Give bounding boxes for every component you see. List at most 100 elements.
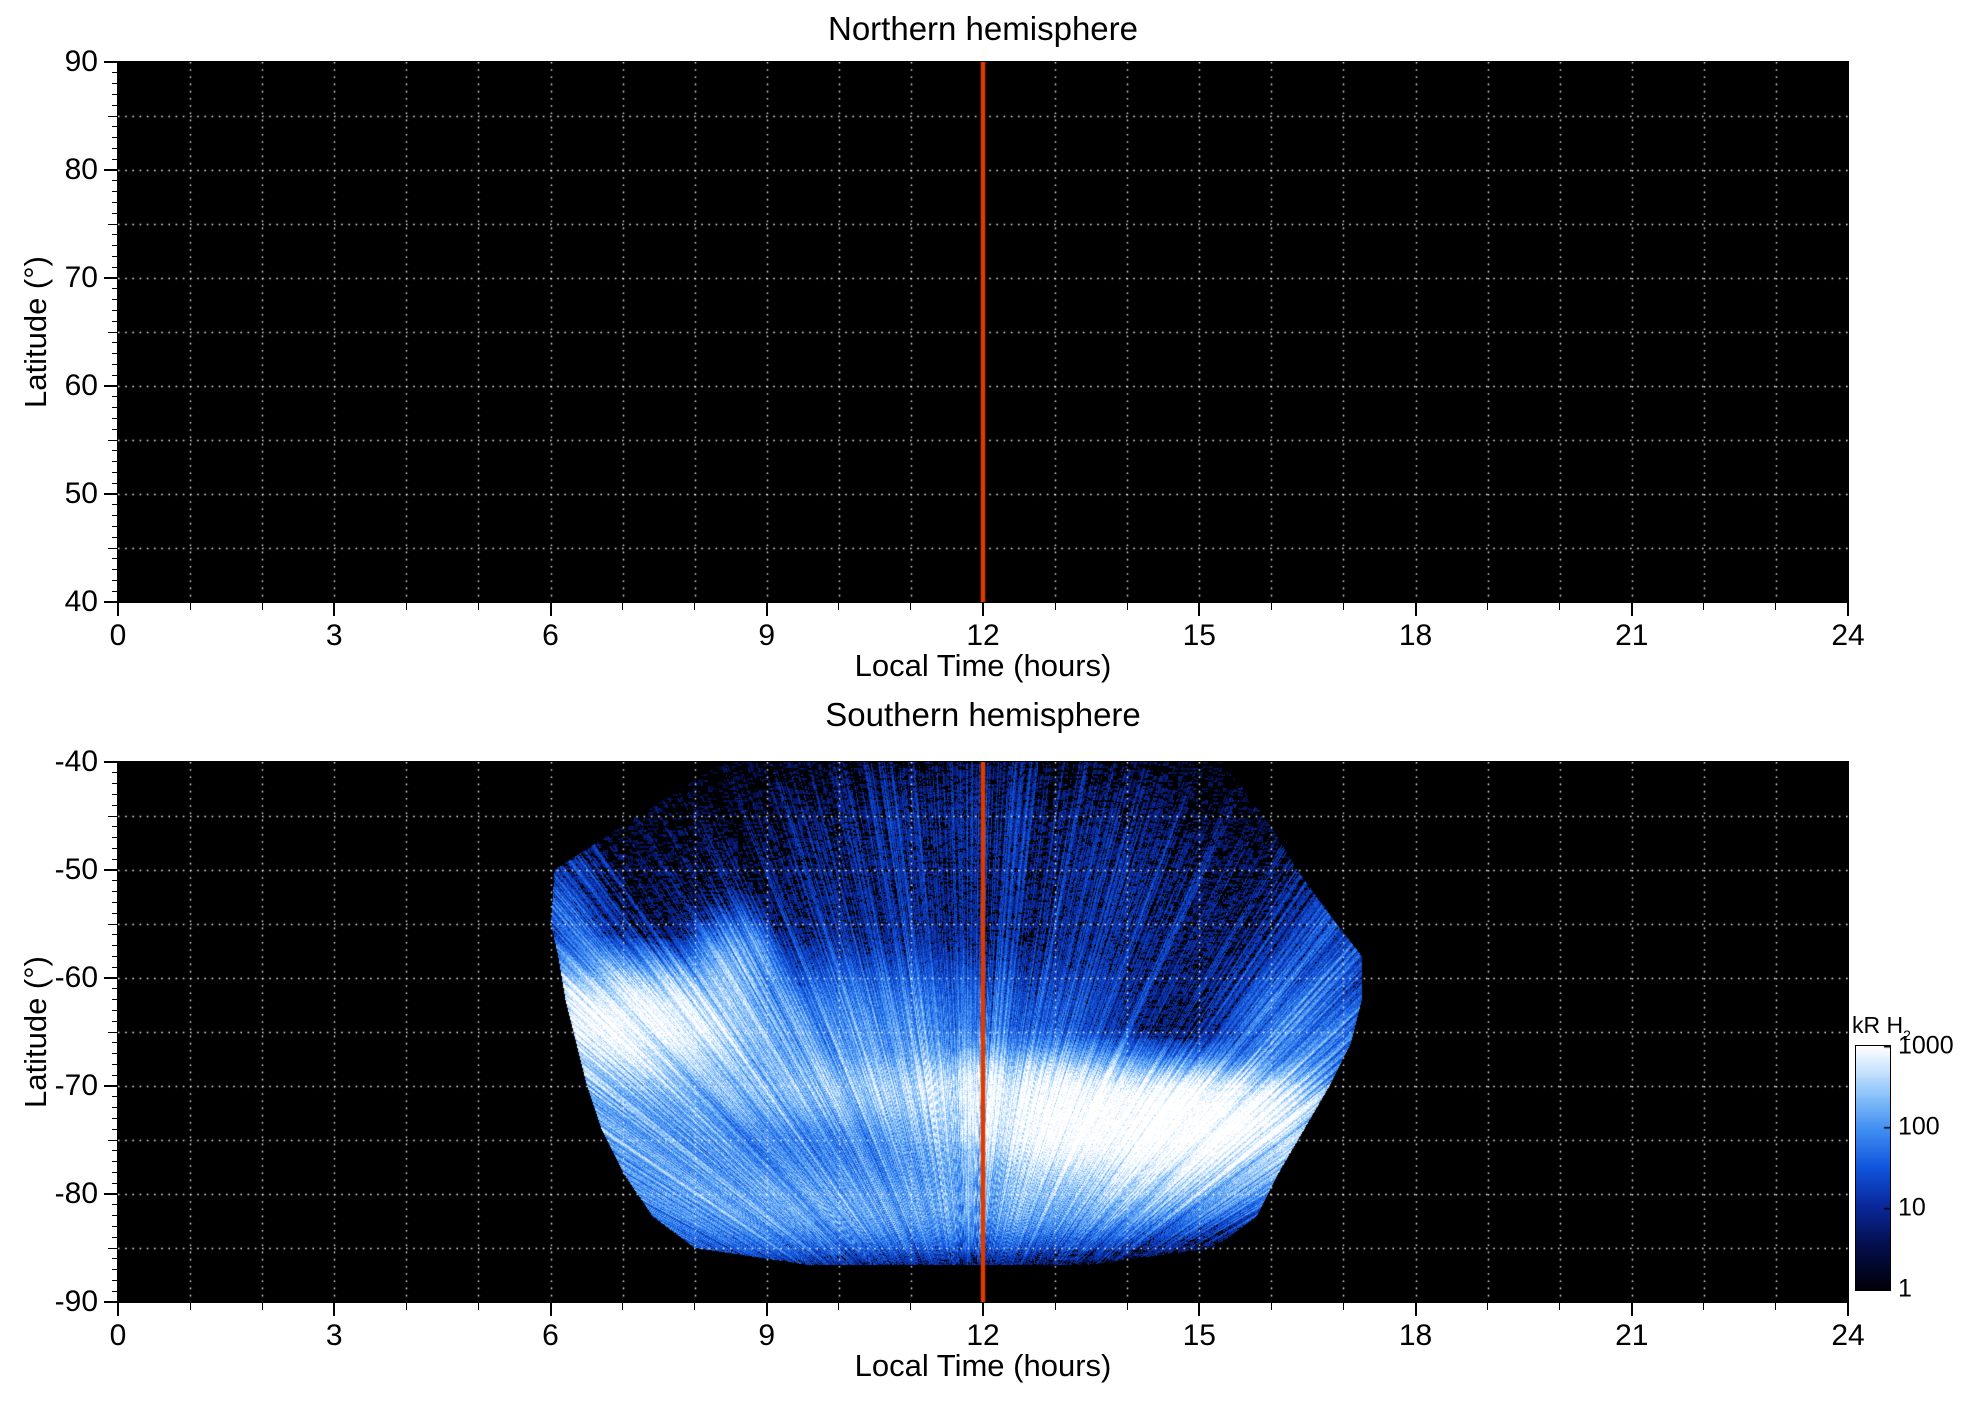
- north-plot-area: [117, 61, 1849, 603]
- x-tick-label: 24: [1831, 1319, 1865, 1352]
- x-major-tick: [1198, 603, 1201, 616]
- x-minor-tick: [622, 603, 624, 610]
- y-major-tick: [104, 977, 117, 979]
- x-tick-label: 15: [1182, 1319, 1216, 1352]
- x-tick-label: 0: [109, 619, 127, 652]
- north-y-axis-label: Latitude (°): [18, 256, 53, 408]
- y-major-tick: [104, 1085, 117, 1087]
- x-minor-tick: [1703, 1303, 1705, 1310]
- x-tick-label: 24: [1831, 619, 1865, 652]
- north-x-axis-label: Local Time (hours): [854, 648, 1112, 683]
- x-minor-tick: [910, 603, 912, 610]
- y-major-tick: [104, 169, 117, 171]
- north-heatmap-canvas: [118, 62, 1848, 602]
- y-tick-label: 80: [64, 153, 98, 186]
- y-minor-tick: [108, 1139, 117, 1141]
- colorbar-tick-label: 100: [1898, 1112, 1940, 1141]
- y-minor-tick: [108, 115, 117, 117]
- x-tick-label: 0: [109, 1319, 127, 1352]
- x-major-tick: [1630, 603, 1633, 616]
- south-x-axis-label: Local Time (hours): [854, 1348, 1112, 1383]
- x-major-tick: [765, 603, 768, 616]
- y-tick-label: 50: [64, 477, 98, 510]
- y-major-tick: [104, 61, 117, 63]
- colorbar: [1855, 1045, 1891, 1291]
- colorbar-tick-label: 10: [1898, 1193, 1926, 1222]
- y-tick-label: -90: [54, 1285, 98, 1318]
- x-tick-label: 6: [542, 619, 559, 652]
- x-major-tick: [1847, 1303, 1849, 1316]
- y-major-tick: [104, 1301, 117, 1303]
- x-minor-tick: [405, 1303, 407, 1310]
- y-major-tick: [104, 761, 117, 763]
- x-minor-tick: [838, 1303, 840, 1310]
- colorbar-tick-label: 1: [1898, 1274, 1912, 1303]
- x-major-tick: [982, 1303, 984, 1316]
- south-panel-title: Southern hemisphere: [825, 696, 1141, 733]
- x-minor-tick: [477, 1303, 479, 1310]
- y-major-tick: [104, 869, 117, 871]
- x-major-tick: [1414, 603, 1417, 616]
- y-minor-tick: [108, 223, 117, 225]
- x-minor-tick: [910, 1303, 912, 1310]
- x-major-tick: [1847, 603, 1849, 616]
- x-tick-label: 15: [1182, 619, 1216, 652]
- x-tick-label: 6: [542, 1319, 559, 1352]
- y-tick-label: -50: [54, 853, 98, 886]
- north-panel-title: Northern hemisphere: [828, 10, 1138, 47]
- x-minor-tick: [261, 603, 263, 610]
- x-tick-label: 9: [758, 619, 776, 652]
- x-tick-label: 3: [325, 1319, 343, 1352]
- x-minor-tick: [1126, 603, 1128, 610]
- y-major-tick: [104, 277, 117, 279]
- y-tick-label: -80: [54, 1177, 98, 1210]
- y-tick-label: -40: [54, 745, 98, 778]
- colorbar-title-main: kR H: [1852, 1012, 1904, 1038]
- x-minor-tick: [1775, 603, 1777, 610]
- x-minor-tick: [1054, 603, 1056, 610]
- x-minor-tick: [1054, 1303, 1056, 1310]
- x-major-tick: [1630, 1303, 1633, 1316]
- x-major-tick: [549, 603, 552, 616]
- x-minor-tick: [1270, 603, 1272, 610]
- x-minor-tick: [694, 603, 696, 610]
- y-minor-tick: [108, 923, 117, 925]
- x-major-tick: [333, 603, 336, 616]
- x-tick-label: 21: [1615, 1319, 1649, 1352]
- y-minor-tick: [108, 547, 117, 549]
- x-minor-tick: [1270, 1303, 1272, 1310]
- x-major-tick: [117, 603, 119, 616]
- x-tick-label: 9: [758, 1319, 776, 1352]
- x-tick-label: 18: [1398, 1319, 1433, 1352]
- x-major-tick: [549, 1303, 552, 1316]
- x-minor-tick: [1775, 1303, 1777, 1310]
- x-major-tick: [982, 603, 984, 616]
- y-minor-tick: [108, 1031, 117, 1033]
- x-tick-label: 18: [1398, 619, 1433, 652]
- x-minor-tick: [477, 603, 479, 610]
- y-major-tick: [104, 1193, 117, 1195]
- x-tick-label: 3: [325, 619, 343, 652]
- x-major-tick: [1198, 1303, 1201, 1316]
- y-major-tick: [104, 385, 117, 387]
- x-minor-tick: [694, 1303, 696, 1310]
- y-major-tick: [104, 601, 117, 603]
- south-plot-area: [117, 761, 1849, 1303]
- x-major-tick: [333, 1303, 336, 1316]
- x-minor-tick: [1703, 603, 1705, 610]
- y-minor-tick: [108, 331, 117, 333]
- x-major-tick: [117, 1303, 119, 1316]
- y-major-tick: [104, 493, 117, 495]
- x-minor-tick: [622, 1303, 624, 1310]
- x-minor-tick: [261, 1303, 263, 1310]
- x-minor-tick: [1487, 603, 1489, 610]
- y-minor-tick: [108, 1247, 117, 1249]
- south-heatmap-canvas: [118, 762, 1848, 1302]
- south-y-axis-label: Latitude (°): [18, 956, 53, 1108]
- y-tick-label: 90: [64, 45, 98, 78]
- x-tick-label: 21: [1615, 619, 1649, 652]
- x-minor-tick: [1559, 1303, 1561, 1310]
- x-minor-tick: [189, 603, 191, 610]
- colorbar-title-subscript: 2: [1903, 1027, 1911, 1043]
- x-minor-tick: [1559, 603, 1561, 610]
